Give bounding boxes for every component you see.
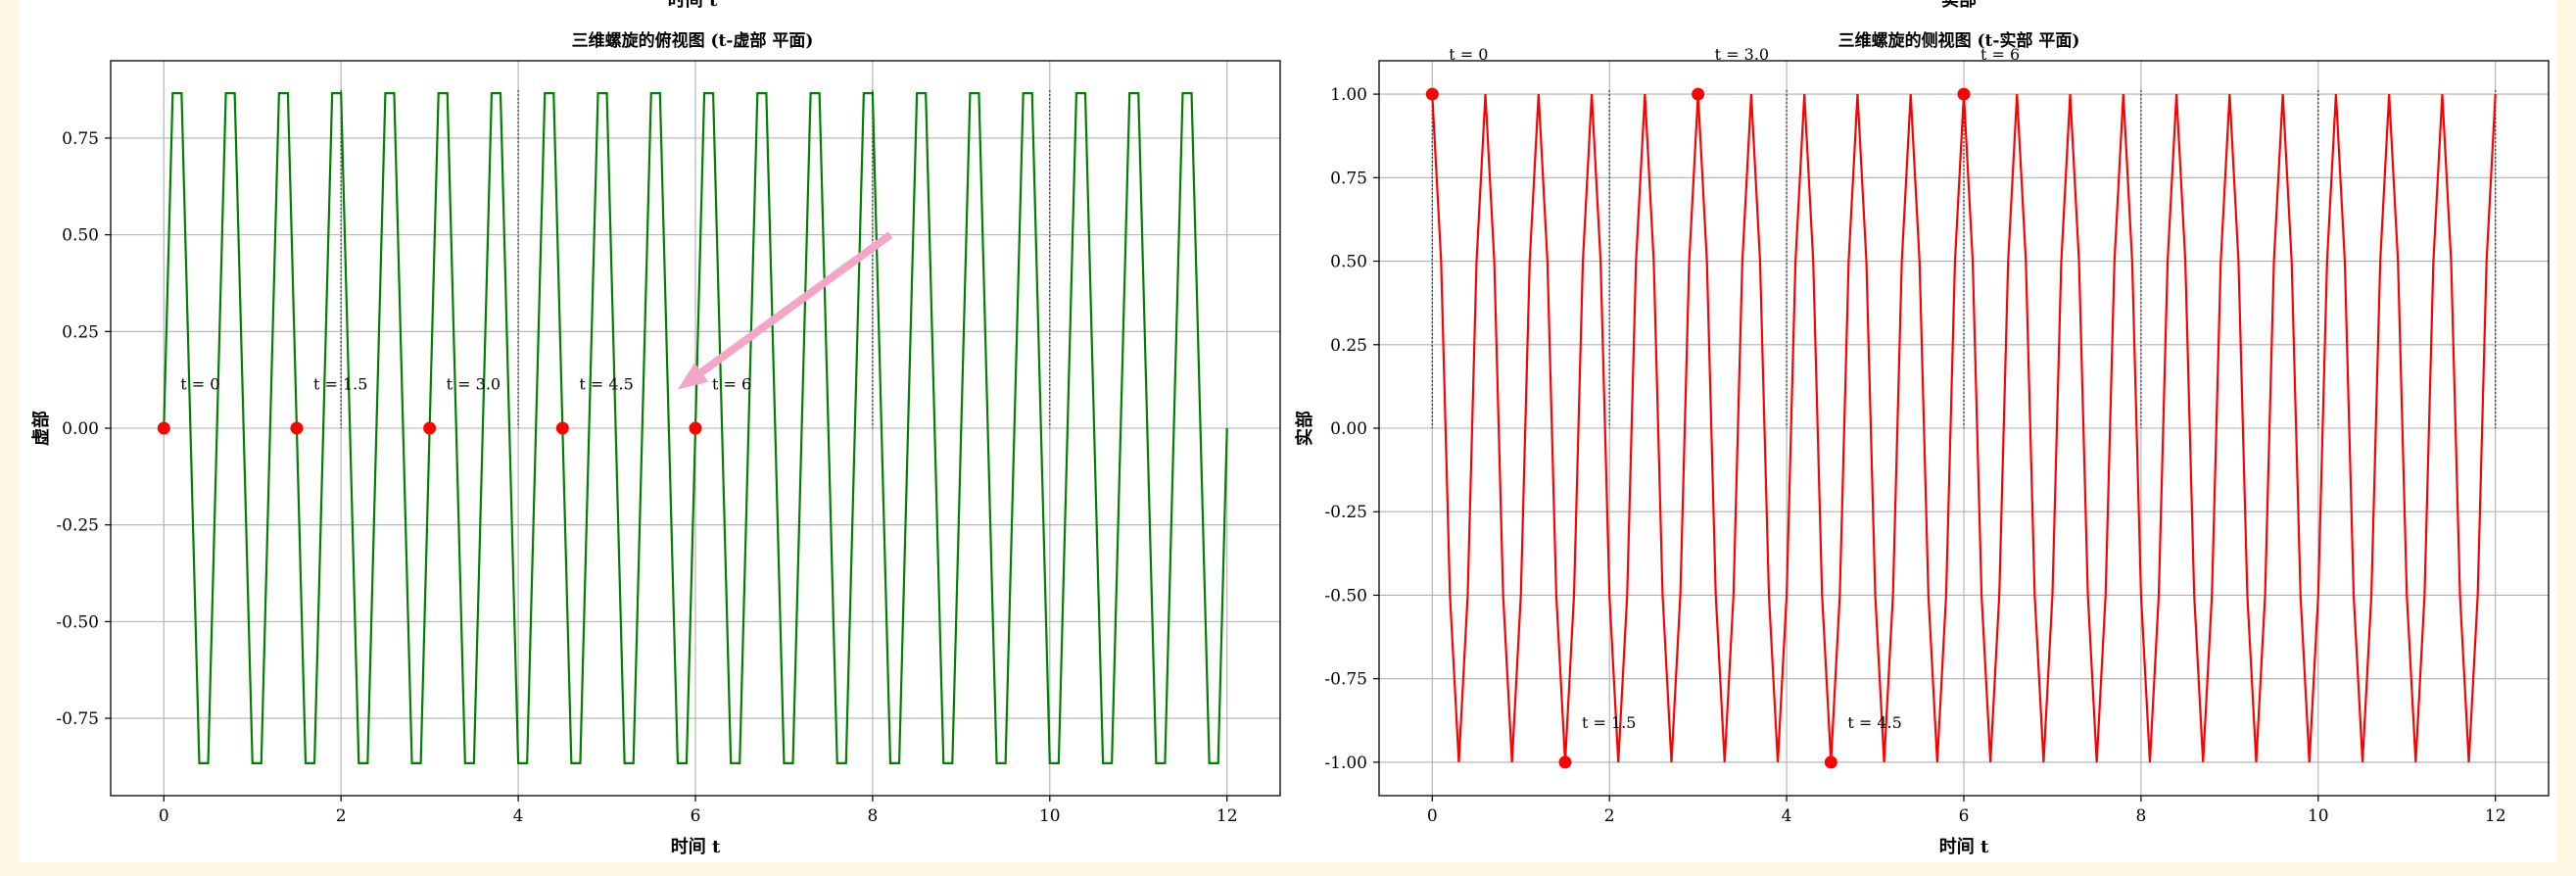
data-point — [1957, 87, 1971, 101]
point-label: t = 0 — [1449, 45, 1488, 64]
y-ticks: -0.75 -0.50 -0.25 0.00 0.25 0.50 0.75 — [56, 129, 111, 729]
y-tick-label: -0.25 — [56, 516, 99, 536]
y-tick-label: -0.25 — [1324, 503, 1367, 522]
data-point — [157, 421, 170, 435]
y-ticks: -1.00 -0.75 -0.50 -0.25 0.00 0.25 0.50 0.75 1.00 — [1324, 85, 1379, 773]
x-ticks: 0 2 4 6 8 10 12 — [159, 796, 1238, 826]
arrow-annotation — [677, 231, 893, 390]
x-tick-label: 2 — [1604, 806, 1615, 826]
y-axis-label: 虚部 — [30, 411, 52, 446]
y-tick-label: 0.50 — [62, 226, 99, 246]
x-tick-label: 10 — [1039, 806, 1061, 826]
y-tick-label: 0.75 — [62, 129, 99, 149]
data-point — [689, 421, 702, 435]
arrow-shaft — [698, 231, 893, 376]
y-tick-label: -0.75 — [56, 709, 99, 729]
top-cut-label-left: 时间 t — [668, 0, 718, 11]
point-label: t = 3.0 — [447, 375, 501, 394]
x-tick-label: 6 — [1959, 806, 1970, 826]
chart-title: 三维螺旋的侧视图 (t-实部 平面) — [1838, 30, 2080, 51]
data-point — [423, 421, 437, 435]
point-label: t = 4.5 — [579, 375, 633, 394]
x-tick-label: 0 — [159, 806, 169, 826]
y-tick-label: -0.50 — [56, 612, 99, 632]
x-axis-label: 时间 t — [1939, 837, 1989, 857]
y-tick-label: 0.75 — [1330, 169, 1367, 188]
data-point — [555, 421, 569, 435]
y-tick-label: 1.00 — [1330, 85, 1367, 105]
x-tick-label: 2 — [336, 806, 347, 826]
vertical-dotted-lines — [340, 90, 1051, 428]
data-point — [1558, 755, 1572, 769]
x-axis-label: 时间 t — [671, 837, 721, 857]
x-tick-label: 6 — [691, 806, 701, 826]
marked-points — [1425, 87, 1971, 769]
x-tick-label: 4 — [1782, 806, 1792, 826]
y-tick-label: 0.00 — [62, 419, 99, 439]
x-ticks: 0 2 4 6 8 10 12 — [1427, 796, 2506, 826]
figure-panel — [20, 0, 2556, 862]
data-point — [1425, 87, 1439, 101]
point-label: t = 4.5 — [1847, 713, 1901, 732]
data-point — [1692, 87, 1705, 101]
x-tick-label: 12 — [1216, 806, 1238, 826]
point-label: t = 0 — [180, 375, 219, 394]
marked-points — [157, 421, 702, 435]
y-tick-label: -0.75 — [1324, 670, 1367, 690]
top-cut-label-right: 实部 — [1941, 0, 1977, 11]
x-tick-label: 0 — [1427, 806, 1438, 826]
point-label: t = 6 — [1980, 45, 2020, 64]
chart-side-view: 三维螺旋的侧视图 (t-实部 平面) t = 0t = 1.5t = 3.0t … — [1294, 30, 2550, 857]
y-tick-label: 0.00 — [1330, 419, 1367, 439]
point-label: t = 6 — [712, 375, 751, 394]
y-tick-label: -0.50 — [1324, 586, 1367, 606]
y-tick-label: 0.25 — [62, 322, 99, 342]
x-tick-label: 12 — [2485, 806, 2506, 826]
x-tick-label: 8 — [2135, 806, 2146, 826]
point-label: t = 3.0 — [1715, 45, 1769, 64]
vertical-dotted-lines — [1431, 90, 2497, 428]
data-point — [290, 421, 304, 435]
y-tick-label: -1.00 — [1324, 754, 1367, 773]
y-axis-label: 实部 — [1294, 411, 1315, 446]
point-labels: t = 0 t = 1.5 t = 3.0 t = 4.5 t = 6 — [1449, 45, 2020, 732]
chart-title: 三维螺旋的俯视图 (t-虚部 平面) — [572, 30, 814, 51]
arrow-head — [677, 363, 709, 390]
data-point — [1824, 755, 1837, 769]
y-tick-label: 0.25 — [1330, 336, 1367, 356]
x-tick-label: 4 — [513, 806, 524, 826]
point-label: t = 1.5 — [1582, 713, 1636, 732]
x-tick-label: 8 — [867, 806, 878, 826]
y-tick-label: 0.50 — [1330, 253, 1367, 272]
point-labels: t = 0 t = 1.5 t = 3.0 t = 4.5 t = 6 — [180, 375, 751, 394]
x-tick-label: 10 — [2308, 806, 2329, 826]
point-label: t = 1.5 — [313, 375, 367, 394]
